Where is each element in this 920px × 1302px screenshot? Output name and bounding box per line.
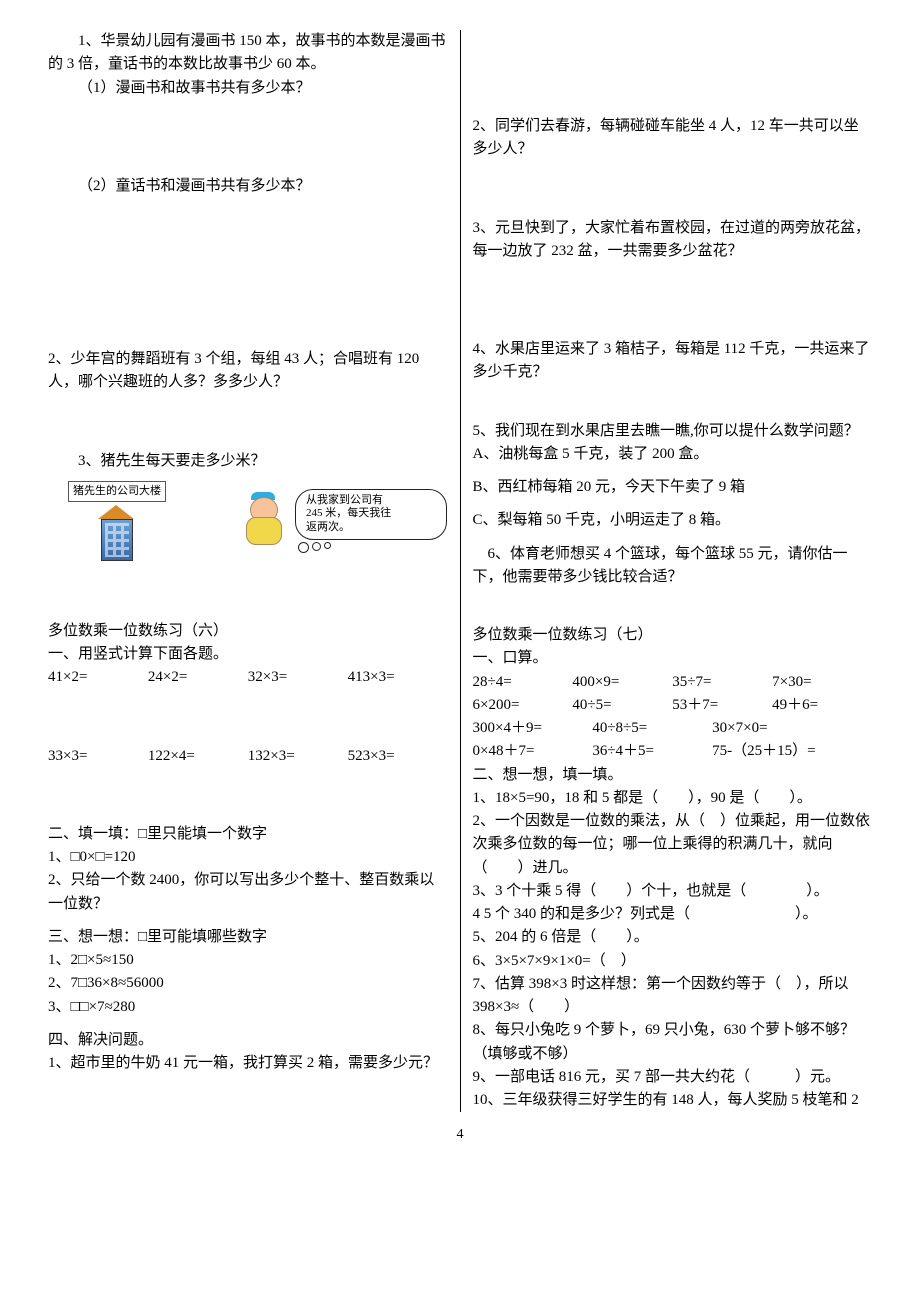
oral-row4: 0×48＋7= 36÷4＋5= 75-（25＋15）= xyxy=(472,740,872,763)
oral-row1: 28÷4= 400×9= 35÷7= 7×30= xyxy=(472,671,872,694)
r2-2: 2、一个因数是一位数的乘法，从（ ）位乘起，用一位数依次乘多位数的每一位；哪一位… xyxy=(472,810,872,880)
calc-row1: 41×2= 24×2= 32×3= 413×3= xyxy=(48,666,448,689)
sec2-1: 1、□0×□=120 xyxy=(48,846,448,869)
r2-9: 9、一部电话 816 元，买 7 部一共大约花（ ）元。 xyxy=(472,1066,872,1089)
q1-stem: 1、华景幼儿园有漫画书 150 本，故事书的本数是漫画书的 3 倍，童话书的本数… xyxy=(48,30,448,77)
bubble-l2: 245 米，每天我往 xyxy=(306,507,436,521)
pig-icon xyxy=(241,495,285,547)
calc-row2: 33×3= 122×4= 132×3= 523×3= xyxy=(48,745,448,768)
q3: 3、猪先生每天要走多少米？ xyxy=(48,450,448,473)
r2-4: 4 5 个 340 的和是多少？列式是（ ）。 xyxy=(472,903,872,926)
r2-10: 10、三年级获得三好学生的有 148 人，每人奖励 5 枝笔和 2 xyxy=(472,1089,872,1112)
r2-5: 5、204 的 6 倍是（ ）。 xyxy=(472,926,872,949)
bubble-l3: 返两次。 xyxy=(306,521,436,535)
c: 413×3= xyxy=(348,666,448,689)
ex7-title: 多位数乘一位数练习（七） xyxy=(472,624,872,647)
oral-row2: 6×200= 40÷5= 53＋7= 49＋6= xyxy=(472,694,872,717)
rq3: 3、元旦快到了，大家忙着布置校园，在过道的两旁放花盆，每一边放了 232 盆，一… xyxy=(472,217,872,264)
c: 49＋6= xyxy=(772,694,872,717)
page-number: 4 xyxy=(0,1122,920,1166)
r2-3: 3、3 个十乘 5 得（ ）个十，也就是（ ）。 xyxy=(472,880,872,903)
r2-7: 7、估算 398×3 时这样想：第一个因数约等于（ ），所以 398×3≈（ ） xyxy=(472,973,872,1020)
c: 400×9= xyxy=(572,671,672,694)
c: 33×3= xyxy=(48,745,148,768)
c: 28÷4= xyxy=(472,671,572,694)
rq6: 6、体育老师想买 4 个篮球，每个篮球 55 元，请你估一下，他需要带多少钱比较… xyxy=(472,543,872,590)
building-label: 猪先生的公司大楼 xyxy=(68,481,166,502)
right-column: 2、同学们去春游，每辆碰碰车能坐 4 人，12 车一共可以坐多少人？ 3、元旦快… xyxy=(464,30,880,1112)
c: 24×2= xyxy=(148,666,248,689)
rq4: 4、水果店里运来了 3 箱桔子，每箱是 112 千克，一共运来了多少千克？ xyxy=(472,338,872,385)
q2: 2、少年宫的舞蹈班有 3 个组，每组 43 人；合唱班有 120 人，哪个兴趣班… xyxy=(48,348,448,395)
sec2-title: 二、填一填：□里只能填一个数字 xyxy=(48,823,448,846)
c: 122×4= xyxy=(148,745,248,768)
sec4-1: 1、超市里的牛奶 41 元一箱，我打算买 2 箱，需要多少元？ xyxy=(48,1052,448,1075)
ex6-title: 多位数乘一位数练习（六） xyxy=(48,620,448,643)
sec2-2: 2、只给一个数 2400，你可以写出多少个整十、整百数乘以一位数？ xyxy=(48,869,448,916)
r2-6: 6、3×5×7×9×1×0=（ ） xyxy=(472,950,872,973)
building-icon xyxy=(101,505,134,561)
rq5a: A、油桃每盒 5 千克，装了 200 盒。 xyxy=(472,443,872,466)
c: 36÷4＋5= xyxy=(592,740,712,763)
c: 0×48＋7= xyxy=(472,740,592,763)
c: 40÷5= xyxy=(572,694,672,717)
rq2: 2、同学们去春游，每辆碰碰车能坐 4 人，12 车一共可以坐多少人？ xyxy=(472,115,872,162)
speech-bubble: 从我家到公司有 245 米，每天我往 返两次。 xyxy=(295,489,447,553)
r2-1: 1、18×5=90，18 和 5 都是（ ），90 是（ ）。 xyxy=(472,787,872,810)
illustration: 猪先生的公司大楼 从我家到公司有 245 米，每天我往 返两次。 xyxy=(68,481,448,561)
rq5c: C、梨每箱 50 千克，小明运走了 8 箱。 xyxy=(472,509,872,532)
rq5: 5、我们现在到水果店里去瞧一瞧,你可以提什么数学问题？ xyxy=(472,420,872,443)
c: 7×30= xyxy=(772,671,872,694)
r2-8: 8、每只小兔吃 9 个萝卜，69 只小兔，630 个萝卜够不够？（填够或不够） xyxy=(472,1019,872,1066)
rsec1-title: 一、口算。 xyxy=(472,647,872,670)
c: 132×3= xyxy=(248,745,348,768)
c: 35÷7= xyxy=(672,671,772,694)
sec1-title: 一、用竖式计算下面各题。 xyxy=(48,643,448,666)
page: 1、华景幼儿园有漫画书 150 本，故事书的本数是漫画书的 3 倍，童话书的本数… xyxy=(0,0,920,1122)
sec3-1: 1、2□×5≈150 xyxy=(48,949,448,972)
rsec2-title: 二、想一想，填一填。 xyxy=(472,764,872,787)
c: 6×200= xyxy=(472,694,572,717)
oral-row3: 300×4＋9= 40÷8÷5= 30×7×0= xyxy=(472,717,872,740)
c: 32×3= xyxy=(248,666,348,689)
rq5b: B、西红柿每箱 20 元，今天下午卖了 9 箱 xyxy=(472,476,872,499)
c: 30×7×0= xyxy=(712,717,872,740)
c: 53＋7= xyxy=(672,694,772,717)
c: 300×4＋9= xyxy=(472,717,592,740)
sec4-title: 四、解决问题。 xyxy=(48,1029,448,1052)
left-column: 1、华景幼儿园有漫画书 150 本，故事书的本数是漫画书的 3 倍，童话书的本数… xyxy=(40,30,456,1112)
bubble-l1: 从我家到公司有 xyxy=(306,494,436,508)
c: 75-（25＋15）= xyxy=(712,740,872,763)
c: 41×2= xyxy=(48,666,148,689)
sec3-title: 三、想一想：□里可能填哪些数字 xyxy=(48,926,448,949)
c: 40÷8÷5= xyxy=(592,717,712,740)
sec3-2: 2、7□36×8≈56000 xyxy=(48,972,448,995)
q1-sub2: （2）童话书和漫画书共有多少本？ xyxy=(48,175,448,198)
column-divider xyxy=(460,30,461,1112)
sec3-3: 3、□□×7≈280 xyxy=(48,996,448,1019)
c: 523×3= xyxy=(348,745,448,768)
q1-sub1: （1）漫画书和故事书共有多少本？ xyxy=(48,77,448,100)
